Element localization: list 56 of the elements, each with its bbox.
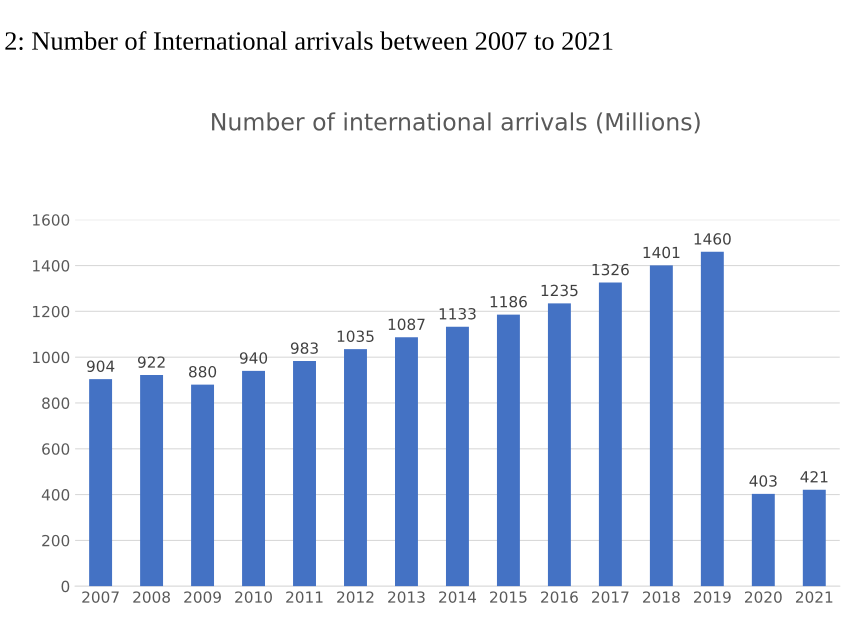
y-tick-label: 600 [42,443,70,455]
x-tick-label: 2011 [286,591,323,603]
bar [395,337,418,586]
bar [802,490,826,586]
data-label: 421 [800,471,828,482]
x-tick-label: 2018 [643,591,680,603]
data-label: 940 [240,352,268,364]
x-tick-label: 2016 [541,591,578,603]
x-tick-label: 2021 [796,591,832,603]
data-label: 1035 [338,330,374,342]
data-label: 983 [290,342,318,354]
x-tick-label: 2019 [694,591,731,603]
bar [344,349,367,586]
y-tick-label: 1000 [33,352,70,364]
bar [548,303,571,586]
x-tick-label: 2020 [744,591,782,603]
data-label: 1087 [388,318,425,330]
bar [700,252,724,586]
data-label: 1133 [440,308,476,320]
x-tick-label: 2008 [133,591,170,603]
text: 2: Number of International arrivals between 2007 to 2021 [5,31,612,50]
x-tick-label: 2015 [490,591,527,603]
bar [496,314,520,586]
x-tick-label: 2013 [388,591,425,603]
x-tick-label: 2010 [235,591,272,603]
x-tick-label: 2014 [439,591,476,603]
x-tick-label: 2009 [184,591,221,603]
bar [446,326,469,586]
data-label: 1401 [644,246,680,258]
data-label: 904 [86,360,114,372]
bar [293,361,316,586]
y-tick-label: 200 [42,534,70,546]
bar [89,379,112,586]
data-label: 922 [138,356,165,368]
y-tick-label: 1200 [33,306,70,318]
y-tick-label: 0 [62,580,70,592]
y-tick-label: 1400 [33,260,70,272]
y-tick-label: 1600 [33,214,70,226]
data-label: 1460 [694,233,731,245]
data-label: 1235 [542,284,578,296]
bar [140,375,164,586]
x-tick-label: 2007 [82,591,119,603]
x-tick-label: 2012 [337,591,374,603]
x-tick-label: 2017 [592,591,629,603]
data-label: 1326 [592,264,629,276]
bar [752,494,775,586]
data-label: 403 [749,475,777,487]
data-label: 1186 [490,296,527,308]
y-tick-label: 400 [42,489,70,501]
chart-title: Number of international arrivals (Millions) [212,112,700,134]
bar [191,384,214,586]
bar [598,282,622,586]
bar [650,265,673,586]
data-label: 880 [189,366,216,378]
bar [242,370,266,586]
y-tick-label: 800 [42,397,70,409]
